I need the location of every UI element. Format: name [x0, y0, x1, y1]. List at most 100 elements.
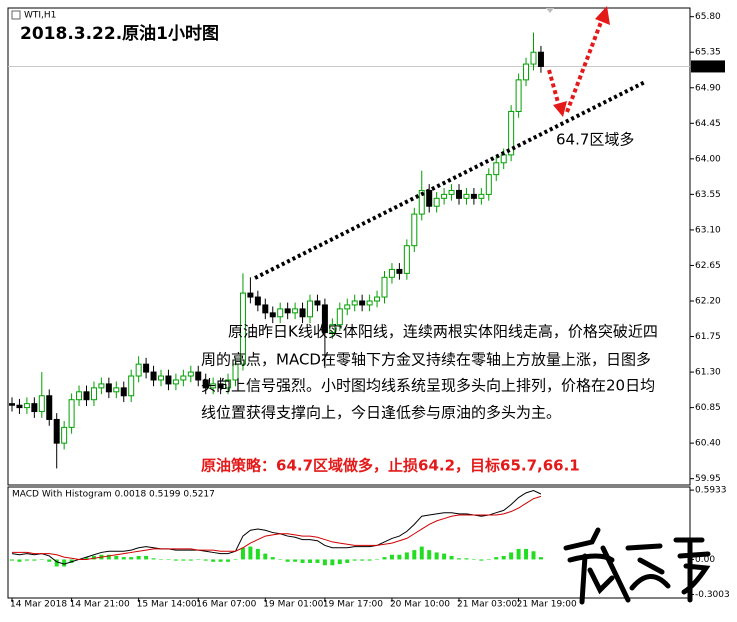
candle-body — [470, 193, 477, 199]
histogram-bar — [308, 559, 312, 563]
candle-body — [359, 300, 366, 306]
x-tick-label: 19 Mar 17:00 — [323, 600, 383, 610]
y-tick-label: 61.30 — [695, 368, 721, 378]
x-tick-label: 14 Mar 21:00 — [70, 600, 130, 610]
candle-body — [321, 304, 328, 334]
histogram-bar — [24, 559, 29, 561]
candle-body — [172, 379, 179, 385]
histogram-bar — [427, 550, 432, 560]
x-tick-label: 14 Mar 2018 — [10, 600, 67, 610]
candle-body — [23, 403, 30, 409]
analysis-line: 原油昨日K线收实体阳线，连续两根实体阳线走高，价格突破近四 — [228, 323, 658, 341]
histogram-bar — [352, 559, 357, 561]
histogram-bar — [449, 555, 454, 560]
candle-body — [68, 399, 75, 428]
candle-body — [515, 79, 522, 112]
signature-stroke — [563, 527, 631, 605]
histogram-bar — [278, 559, 283, 560]
histogram-bar — [151, 558, 156, 560]
histogram-bar — [442, 553, 447, 560]
x-tick-label: 16 Mar 07:00 — [196, 600, 256, 610]
histogram-bar — [412, 550, 417, 560]
arrow-up-head — [595, 6, 610, 25]
y-tick-label: 65.80 — [695, 12, 721, 22]
histogram-bar — [345, 559, 350, 563]
candle-body — [418, 189, 425, 215]
histogram-bar — [382, 557, 387, 560]
candle-body — [239, 292, 246, 365]
histogram-bar — [248, 546, 253, 560]
candle-body — [150, 371, 157, 381]
chart-title: 2018.3.22.原油1小时图 — [20, 23, 219, 44]
x-tick-label: 20 Mar 10:00 — [390, 600, 450, 610]
histogram-bar — [84, 557, 89, 560]
candle-body — [292, 308, 299, 314]
histogram-bar — [434, 552, 439, 560]
histogram-bar — [136, 555, 141, 560]
histogram-bar — [471, 559, 476, 560]
candle-body — [90, 387, 97, 401]
main-frame — [7, 7, 691, 486]
candle-body — [433, 197, 440, 207]
histogram-bar — [218, 559, 223, 562]
histogram-bar — [389, 554, 394, 560]
histogram-bar — [211, 559, 216, 562]
histogram-bar — [486, 559, 491, 560]
candle-body — [217, 383, 224, 389]
y-tick-label: 62.20 — [695, 296, 721, 306]
trend-line — [254, 80, 646, 280]
candle-body — [411, 213, 418, 247]
macd-title: MACD With Histogram 0.0018 0.5199 0.5217 — [12, 490, 215, 500]
y-tick-label: 60.40 — [695, 439, 721, 449]
analysis-line: 线位置获得支撑向上，今日逢低参与原油的多头为主。 — [201, 404, 561, 422]
histogram-bar — [397, 554, 402, 560]
symbol: WTI,H1 — [24, 11, 56, 21]
histogram-bar — [181, 559, 186, 561]
x-tick-label: 15 Mar 14:00 — [137, 600, 197, 610]
strategy: 原油策略：64.7区域做多，止损64.2，目标65.7,66.1 — [201, 457, 580, 475]
candle-body — [307, 300, 313, 318]
candle-body — [329, 324, 336, 334]
candle-body — [254, 296, 261, 306]
candle-body — [299, 308, 306, 318]
candle-body — [381, 276, 388, 298]
candle-body — [98, 383, 105, 389]
y-tick-label: 64.45 — [695, 119, 721, 129]
histogram-bar — [62, 559, 67, 567]
candle-body — [441, 193, 448, 199]
candle-body — [202, 379, 209, 389]
candle-body — [388, 268, 395, 278]
candle-body — [269, 312, 276, 318]
signature — [563, 527, 711, 605]
histogram-bar — [494, 557, 499, 560]
histogram-bar — [240, 547, 245, 560]
histogram-bar — [263, 553, 268, 560]
x-tick-label: 21 Mar 03:00 — [457, 600, 517, 610]
candle-body — [9, 403, 15, 406]
candle-body — [478, 193, 485, 199]
zone-label: 64.7区域多 — [556, 131, 634, 149]
histogram-bar — [367, 559, 372, 561]
candle-body — [120, 387, 127, 397]
candle-body — [31, 403, 38, 413]
histogram-bar — [10, 559, 14, 561]
candle-body — [508, 110, 515, 156]
y-tick-label: 62.65 — [695, 261, 721, 271]
y-tick-label: 64.00 — [695, 154, 721, 164]
histogram-bar — [300, 559, 305, 563]
histogram-bar — [337, 559, 342, 565]
candle-body — [366, 300, 373, 306]
candle-body — [232, 363, 239, 381]
histogram-bar — [479, 559, 484, 561]
histogram-bar — [47, 559, 52, 562]
histogram-bar — [144, 555, 149, 560]
histogram-bar — [285, 559, 290, 562]
histogram-bar — [39, 559, 44, 560]
histogram-bar — [255, 548, 260, 560]
histogram-bar — [464, 558, 469, 560]
candle-body — [456, 189, 462, 199]
candle-body — [247, 292, 254, 298]
signal-line — [12, 495, 542, 560]
candle-body — [135, 363, 142, 377]
candle-body — [396, 268, 403, 274]
